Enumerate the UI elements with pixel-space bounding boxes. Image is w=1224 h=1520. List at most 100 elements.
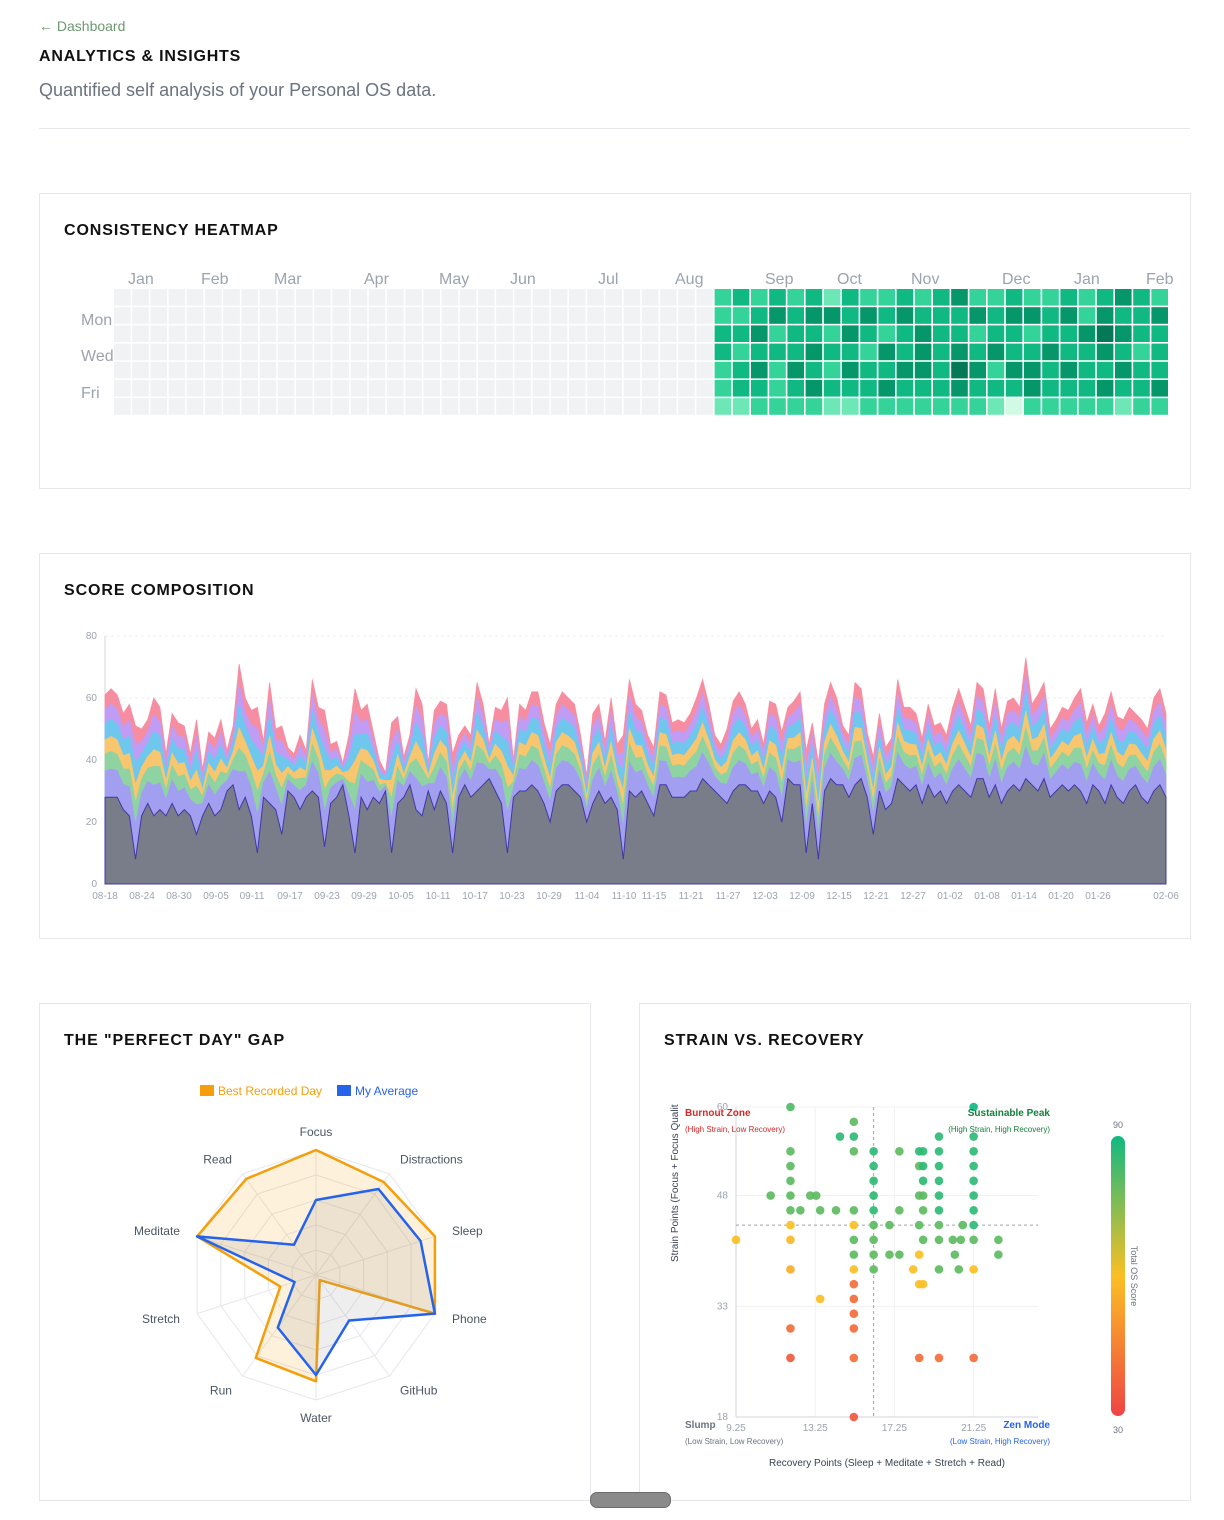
scatter-point [969,1132,978,1141]
heatmap-cell [1133,380,1150,397]
heatmap-cell [805,361,823,379]
x-tick-label: 01-20 [1048,891,1074,902]
heatmap-cell [405,398,422,415]
heatmap-cell [350,361,368,379]
radar-axis-label: Meditate [134,1224,180,1238]
heatmap-cell [751,289,768,306]
scatter-point [849,1250,859,1259]
scatter-point [969,1220,978,1230]
scatter-point [849,1265,859,1274]
heatmap-cell [150,289,167,306]
heatmap-cell [314,361,331,379]
heatmap-cell [751,380,768,397]
heatmap-cell [387,361,404,379]
heatmap-cell [823,398,841,415]
heatmap-cell [441,398,459,415]
legend-label-average: My Average [355,1084,418,1098]
heatmap-cell [441,289,459,306]
heatmap-cell [933,380,950,397]
heatmap-cell [878,307,895,324]
heatmap-cell [842,380,859,397]
scatter-point [895,1250,904,1259]
heatmap-cell [732,361,750,379]
heatmap-cell [1151,380,1168,397]
x-tick-label: 11-27 [716,891,741,902]
scatter-point [849,1235,859,1245]
heatmap-cell [1060,289,1077,306]
x-tick-label: 21.25 [961,1423,986,1434]
heatmap-cell [277,361,295,379]
heatmap-cell [387,325,404,342]
scatter-point [869,1265,878,1274]
heatmap-cell [696,307,713,324]
heatmap-cell [641,343,659,361]
heatmap-cell [987,343,1005,361]
heatmap-cell [168,398,186,415]
heatmap-cell [696,343,713,361]
scatter-title: STRAIN VS. RECOVERY [664,1032,865,1049]
heatmap-cell [569,325,586,342]
heatmap-cell [1133,289,1150,306]
heatmap-cell [441,307,459,324]
heatmap-cell [587,398,604,415]
heatmap-cell [296,325,313,342]
heatmap-cell [441,361,459,379]
y-tick-label: 48 [717,1191,729,1202]
heatmap-cell [1005,307,1023,324]
heatmap-cell [732,307,750,324]
heatmap-cell [914,343,932,361]
x-tick-label: 10-05 [388,891,414,902]
heatmap-cell [1096,325,1114,342]
heatmap-month-label: Jul [598,271,618,288]
heatmap-cell [259,325,277,342]
heatmap-month-label: Nov [911,271,939,288]
heatmap-cell [296,289,313,306]
heatmap-cell [769,398,786,415]
heatmap-cell [368,289,386,306]
heatmap-cell [660,325,677,342]
heatmap-cell [168,325,186,342]
heatmap-cell [805,398,823,415]
heatmap-cell [1078,307,1096,324]
heatmap-cell [296,343,313,361]
slump-sublabel: (Low Strain, Low Recovery) [685,1437,784,1446]
heatmap-month-label: Mar [274,271,302,288]
horizontal-scroll-handle[interactable] [590,1492,671,1508]
heatmap-cell [678,361,695,379]
heatmap-cell [933,343,950,361]
heatmap-cell [150,361,167,379]
heatmap-cell [150,325,167,342]
heatmap-cell [860,307,877,324]
heatmap-cell [805,289,823,306]
back-to-dashboard-link[interactable]: ← Dashboard [39,18,126,34]
heatmap-cell [1133,325,1150,342]
heatmap-cell [1151,289,1168,306]
heatmap-cell [241,289,258,306]
heatmap-cell [150,380,167,397]
scatter-point [811,1191,821,1200]
heatmap-cell [1024,289,1041,306]
heatmap-cell [478,325,495,342]
scatter-point [786,1353,795,1363]
radar-series-best [195,1148,437,1383]
heatmap-month-label: Apr [364,271,390,288]
heatmap-cell [368,398,386,415]
scatter-point [786,1191,795,1200]
heatmap-cell [550,307,568,324]
heatmap-cell [405,307,422,324]
heatmap-cell [205,380,222,397]
scatter-point [869,1250,878,1259]
y-tick-label: 0 [91,879,97,890]
heatmap-cell [896,289,914,306]
heatmap-cell [514,380,531,397]
heatmap-cell [732,289,750,306]
heatmap-cell [969,398,986,415]
slump-label: Slump [685,1420,716,1431]
heatmap-cell [714,361,732,379]
heatmap-cell [714,325,732,342]
heatmap-cell [1005,361,1023,379]
heatmap-cell [951,343,968,361]
scatter-point [934,1161,944,1171]
scatter-point [786,1176,795,1186]
scatter-point [914,1250,924,1259]
